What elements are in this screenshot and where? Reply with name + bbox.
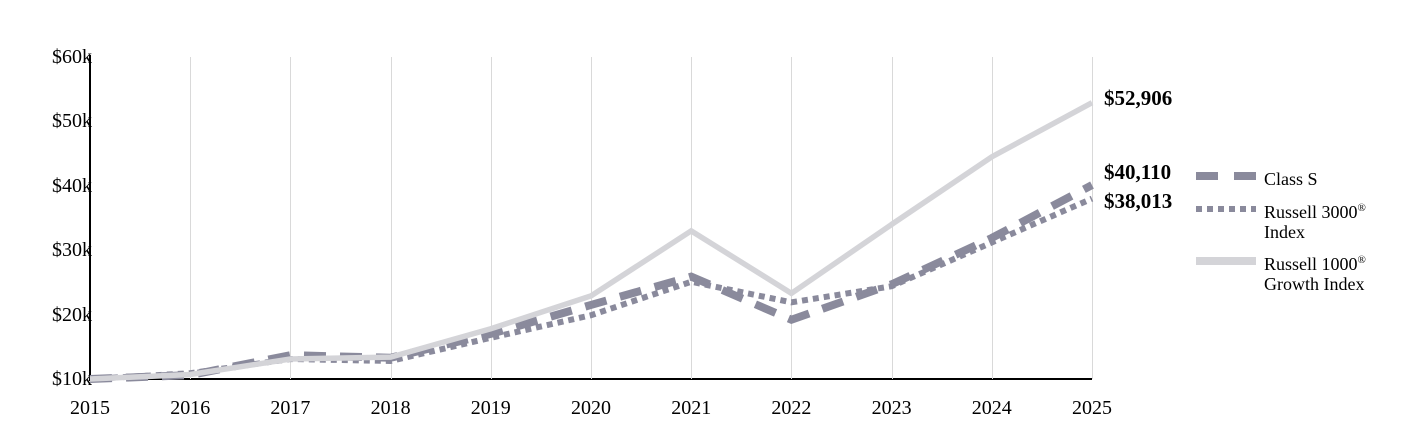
y-axis-line: [89, 55, 91, 381]
legend-swatch-solid-icon: [1196, 253, 1256, 275]
x-axis-tick-label: 2019: [470, 397, 511, 419]
y-axis-tick-label: $40k: [52, 174, 92, 197]
end-value-label-russell-3000: $38,013: [1104, 189, 1173, 213]
gridline-vertical: [991, 57, 993, 379]
x-axis-tick-label: 2017: [270, 397, 311, 419]
legend-label-russell-1000-growth: Russell 1000® Growth Index: [1264, 254, 1366, 295]
x-axis-tick-label: 2018: [370, 397, 411, 419]
y-axis-tick-label: $60k: [52, 46, 92, 68]
x-axis-tick-label: 2023: [871, 397, 912, 419]
y-axis-tick-label: $50k: [52, 110, 92, 133]
x-axis-tick-label: 2025: [1072, 397, 1112, 419]
x-axis-line: [90, 378, 1092, 380]
registered-trademark-icon: ®: [1357, 202, 1366, 214]
plot-area: [90, 57, 1093, 379]
x-axis-tick-label: 2021: [671, 397, 712, 419]
y-axis-tick-label: $10k: [52, 368, 92, 390]
legend-item-russell-3000: Russell 3000® Index: [1196, 201, 1404, 242]
x-axis-tick-label: 2015: [70, 397, 110, 419]
gridline-vertical: [891, 57, 893, 379]
legend-item-russell-1000-growth: Russell 1000® Growth Index: [1196, 253, 1404, 294]
x-axis-tick-label: 2016: [170, 397, 211, 419]
legend-label-russell-3000: Russell 3000® Index: [1264, 202, 1366, 243]
legend-swatch-dashed-icon: [1196, 168, 1256, 190]
gridline-vertical: [1092, 57, 1093, 379]
chart-legend: Class S Russell 3000® Index Russell 1000: [1196, 168, 1404, 306]
gridline-vertical: [390, 57, 392, 379]
gridline-vertical: [490, 57, 492, 379]
y-axis-tick-label: $20k: [52, 303, 92, 326]
gridline-vertical: [591, 57, 592, 379]
x-axis-tick-label: 2024: [971, 397, 1012, 419]
series-line: [89, 100, 1094, 382]
gridline-vertical: [791, 57, 793, 379]
series-line: [89, 195, 1094, 382]
end-value-label-russell-1000-growth: $52,906: [1104, 86, 1173, 110]
legend-swatch-dotted-icon: [1196, 201, 1256, 223]
end-value-label-class-s: $40,110: [1104, 160, 1172, 184]
series-line: [89, 181, 1094, 383]
legend-label-class-s: Class S: [1264, 169, 1318, 189]
gridline-vertical: [691, 57, 693, 379]
legend-item-class-s: Class S: [1196, 168, 1404, 190]
y-axis-tick-label: $30k: [52, 239, 92, 262]
gridline-vertical: [190, 57, 192, 379]
gridline-vertical: [290, 57, 292, 379]
x-axis-tick-label: 2022: [771, 397, 812, 419]
registered-trademark-icon: ®: [1357, 254, 1366, 267]
x-axis-tick-label: 2020: [571, 397, 611, 419]
